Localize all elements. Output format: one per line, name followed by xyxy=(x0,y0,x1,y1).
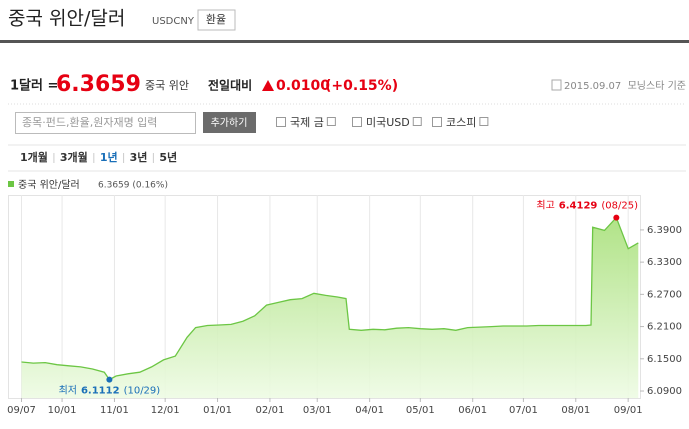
change: 0.0100 xyxy=(276,78,330,94)
search-placeholder[interactable]: 종목·펀드,환율,원자재명 입력 xyxy=(22,116,157,129)
x-tick-label: 03/01 xyxy=(303,405,332,416)
legend-name: 중국 위안/달러 xyxy=(18,178,80,191)
extreme-date: (08/25) xyxy=(601,201,638,212)
x-tick-label: 01/01 xyxy=(203,405,232,416)
up-arrow xyxy=(262,80,274,91)
x-tick-label: 09/07 xyxy=(7,405,36,416)
extreme-date: (10/29) xyxy=(124,386,161,397)
x-tick-label: 05/01 xyxy=(406,405,435,416)
extreme-point xyxy=(613,214,620,221)
extreme-point xyxy=(106,376,113,383)
checkbox[interactable] xyxy=(432,117,442,127)
currency: 중국 위안 xyxy=(145,79,189,92)
compare-label[interactable]: 미국USD xyxy=(366,116,410,129)
remove-icon[interactable] xyxy=(479,117,489,126)
x-tick-label: 02/01 xyxy=(256,405,285,416)
header-rule xyxy=(0,40,689,43)
extreme-value: 6.1112 xyxy=(81,386,120,397)
period-tab[interactable]: 3년 xyxy=(130,150,148,164)
date-icon xyxy=(551,79,562,91)
quote-date: 2015.09.07 xyxy=(564,81,621,92)
checkbox[interactable] xyxy=(276,117,286,127)
compare-label[interactable]: 국제 금 xyxy=(290,116,324,129)
remove-icon[interactable] xyxy=(412,117,422,126)
chart: 09/07 10/01 11/01 12/01 01/01 02/01 03/01 04/01… xyxy=(7,195,682,416)
x-tick-label: 06/01 xyxy=(458,405,487,416)
quote-source: 모닝스타 기준 xyxy=(628,80,686,92)
page-title: 중국 위안/달러 xyxy=(8,8,125,30)
y-tick-label: 6.3300 xyxy=(647,257,682,268)
legend-value: 6.3659 (0.16%) xyxy=(98,181,168,191)
add-button[interactable] xyxy=(203,112,256,133)
legend-swatch xyxy=(8,181,14,187)
line xyxy=(21,216,639,381)
period-tab[interactable]: 5년 xyxy=(159,150,177,164)
y-tick-label: 6.2700 xyxy=(647,289,682,300)
extreme-caption: 최저 xyxy=(59,385,77,397)
x-tick-label: 10/01 xyxy=(48,405,77,416)
period-tabs: 1개월 3개월 1년 3년 5년 xyxy=(20,150,177,164)
period-tab[interactable]: 3개월 xyxy=(60,150,88,164)
extreme-label: 최저 6.1112 (10/29) xyxy=(59,385,161,397)
remove-icon[interactable] xyxy=(326,117,336,126)
change-pct: (+0.15%) xyxy=(325,78,398,94)
y-tick-label: 6.0900 xyxy=(647,386,682,397)
extreme-label: 최고 6.4129 (08/25) xyxy=(536,200,638,212)
x-tick-label: 08/01 xyxy=(561,405,590,416)
y-tick-label: 6.3900 xyxy=(647,225,682,236)
y-tick-label: 6.1500 xyxy=(647,354,682,365)
search-input[interactable] xyxy=(15,112,196,134)
area xyxy=(21,217,639,398)
x-tick-label: 09/01 xyxy=(614,405,643,416)
fx-button-label[interactable]: 환율 xyxy=(206,13,226,26)
compare-list: 국제 금 미국USD 코스피 xyxy=(276,116,489,129)
compare-label[interactable]: 코스피 xyxy=(446,116,476,129)
add-button-label[interactable]: 추가하기 xyxy=(211,116,248,129)
checkbox[interactable] xyxy=(352,117,362,127)
extreme-caption: 최고 xyxy=(536,200,554,212)
period-tab[interactable]: 1개월 xyxy=(20,150,48,164)
x-tick-label: 12/01 xyxy=(151,405,180,416)
period-tab[interactable]: 1년 xyxy=(100,150,118,164)
y-tick-label: 6.2100 xyxy=(647,322,682,333)
fx-button[interactable] xyxy=(197,9,236,31)
x-tick-label: 11/01 xyxy=(100,405,129,416)
extreme-value: 6.4129 xyxy=(559,201,598,212)
x-tick-label: 04/01 xyxy=(355,405,384,416)
change-label: 전일대비 xyxy=(208,78,252,93)
price: 6.3659 xyxy=(56,72,141,97)
unit-prefix: 1달러 = xyxy=(10,78,58,94)
x-tick-label: 07/01 xyxy=(509,405,538,416)
ticker-code: USDCNY xyxy=(152,16,195,27)
